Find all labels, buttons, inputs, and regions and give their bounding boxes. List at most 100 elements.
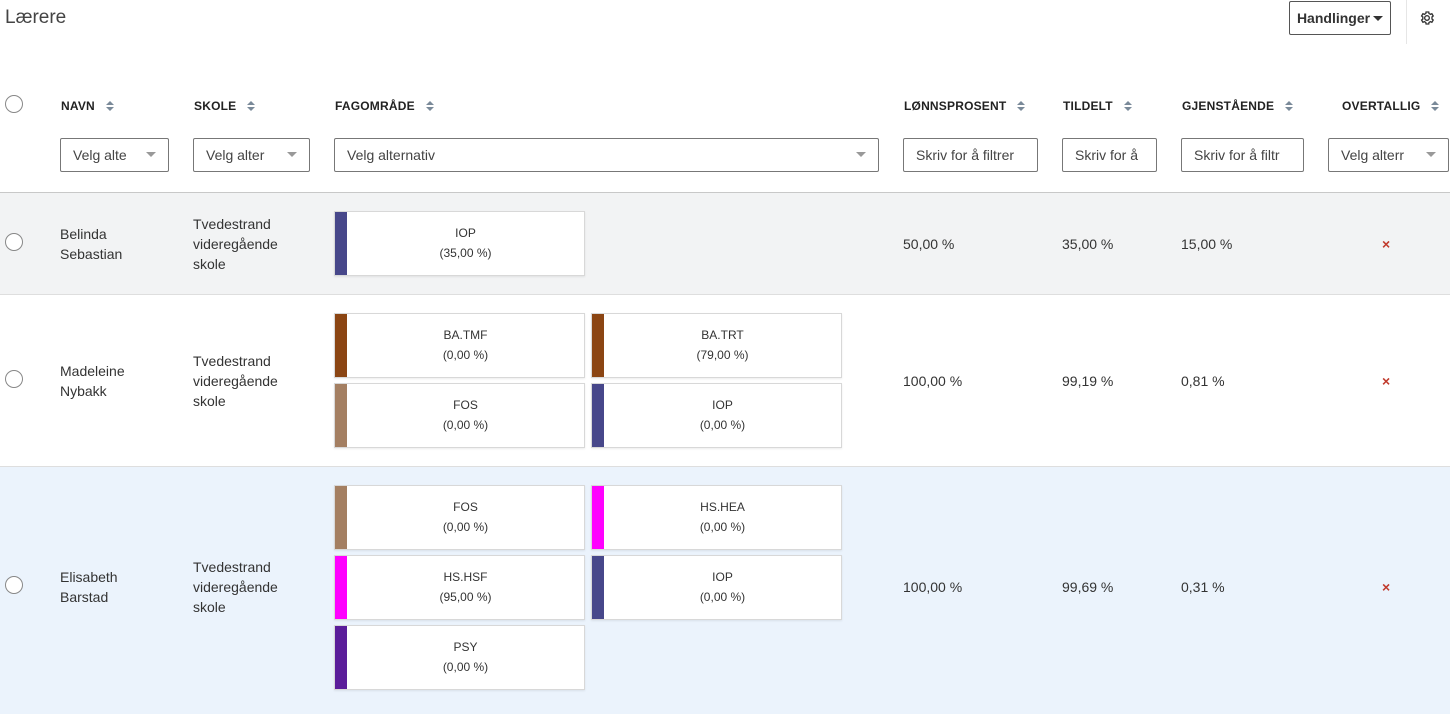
subject-chip-iop[interactable]: IOP (0,00 %) [591,555,842,620]
column-header-navn[interactable]: NAVN [61,99,114,113]
name-line: Barstad [60,589,109,605]
filter-gjenstaende-input[interactable] [1181,138,1304,172]
column-header-label: TILDELT [1063,99,1113,113]
sort-icon [1123,101,1132,111]
subject-percent: (0,00 %) [699,418,746,432]
sort-icon [247,101,256,111]
filter-navn-select[interactable]: Velg alte [60,138,169,172]
school-line: videregående [193,236,278,252]
subject-percent: (0,00 %) [442,520,489,534]
subject-color-bar [592,314,604,377]
chevron-down-icon [856,152,866,157]
actions-button-label: Handlinger [1296,10,1371,26]
name-line: Madeleine [60,363,125,379]
sort-icon [105,101,114,111]
subject-percent: (0,00 %) [699,590,746,604]
column-header-overtallig[interactable]: OVERTALLIG [1342,99,1440,113]
column-header-label: GJENSTÅENDE [1182,99,1275,113]
subject-color-bar [592,486,604,549]
school-line: skole [193,256,226,272]
page-title: Lærere [5,7,67,28]
table-row[interactable]: Belinda Sebastian Tvedestrand videregåen… [0,193,1450,295]
column-header-fagomrade[interactable]: FAGOMRÅDE [335,99,434,113]
filter-placeholder: Velg alterr [1341,147,1405,163]
subject-chip-iop[interactable]: IOP (0,00 %) [591,383,842,448]
overtallig-x-icon: × [1382,373,1391,389]
subject-code: PSY [453,640,478,654]
subject-code: IOP [712,398,733,412]
school-line: Tvedestrand [193,353,271,369]
chevron-down-icon [287,152,297,157]
subject-percent: (0,00 %) [442,660,489,674]
subject-code: BA.TMF [443,328,488,342]
sort-icon [1285,101,1294,111]
gjenstaende-value: 0,81 % [1181,373,1225,389]
lonnsprosent-value: 100,00 % [903,579,963,595]
name-line: Belinda [60,226,107,242]
column-header-skole[interactable]: SKOLE [194,99,256,113]
filter-overtallig-select[interactable]: Velg alterr [1328,138,1449,172]
name-line: Elisabeth [60,569,118,585]
row-checkbox[interactable] [5,370,23,388]
school-line: videregående [193,373,278,389]
toolbar-divider [1406,0,1407,44]
school-line: videregående [193,579,278,595]
chevron-down-icon [146,152,156,157]
column-header-label: FAGOMRÅDE [335,99,415,113]
subject-chip-ba-tmf[interactable]: BA.TMF (0,00 %) [334,313,585,378]
name-line: Nybakk [60,383,107,399]
table-row[interactable]: Elisabeth Barstad Tvedestrand videregåen… [0,467,1450,714]
subject-color-bar [335,626,347,689]
sort-icon [1431,101,1440,111]
subject-color-bar [335,556,347,619]
gjenstaende-value: 0,31 % [1181,579,1225,595]
teacher-name[interactable]: Madeleine Nybakk [60,361,125,401]
subject-code: IOP [455,226,476,240]
subject-chip-fos[interactable]: FOS (0,00 %) [334,485,585,550]
row-checkbox[interactable] [5,576,23,594]
subject-chip-hs-hsf[interactable]: HS.HSF (95,00 %) [334,555,585,620]
subject-code: HS.HEA [700,500,745,514]
column-header-gjenstaende[interactable]: GJENSTÅENDE [1182,99,1294,113]
column-header-label: OVERTALLIG [1342,99,1421,113]
filter-tildelt-input[interactable] [1062,138,1157,172]
subject-color-bar [592,556,604,619]
subject-chip-psy[interactable]: PSY (0,00 %) [334,625,585,690]
subject-color-bar [335,486,347,549]
teacher-name[interactable]: Belinda Sebastian [60,224,122,264]
subject-percent: (0,00 %) [699,520,746,534]
tildelt-value: 99,69 % [1062,579,1114,595]
tildelt-value: 35,00 % [1062,236,1114,252]
column-header-label: LØNNSPROSENT [904,99,1007,113]
subject-percent: (95,00 %) [439,590,492,604]
subject-code: BA.TRT [701,328,744,342]
filter-lonnsprosent-input[interactable] [903,138,1038,172]
subject-percent: (79,00 %) [696,348,749,362]
subject-chip-hs-hea[interactable]: HS.HEA (0,00 %) [591,485,842,550]
column-header-label: SKOLE [194,99,237,113]
filter-fagomrade-select[interactable]: Velg alternativ [334,138,879,172]
subject-color-bar [335,314,347,377]
subject-color-bar [592,384,604,447]
school-line: skole [193,599,226,615]
column-header-tildelt[interactable]: TILDELT [1063,99,1132,113]
column-header-lonnsprosent[interactable]: LØNNSPROSENT [904,99,1026,113]
actions-dropdown-button[interactable]: Handlinger [1289,1,1391,35]
row-checkbox[interactable] [5,233,23,251]
gear-icon [1420,11,1435,25]
select-all-checkbox[interactable] [5,95,23,113]
lonnsprosent-value: 50,00 % [903,236,955,252]
header-divider [0,192,1450,193]
subject-code: IOP [712,570,733,584]
teacher-name[interactable]: Elisabeth Barstad [60,567,118,607]
table-row[interactable]: Madeleine Nybakk Tvedestrand videregåend… [0,295,1450,467]
subject-chip-fos[interactable]: FOS (0,00 %) [334,383,585,448]
subject-color-bar [335,212,347,275]
subject-color-bar [335,384,347,447]
filter-skole-select[interactable]: Velg alter [193,138,310,172]
settings-button[interactable] [1416,7,1438,29]
subject-chip-ba-trt[interactable]: BA.TRT (79,00 %) [591,313,842,378]
filter-placeholder: Velg alter [206,147,265,163]
subject-chip-iop[interactable]: IOP (35,00 %) [334,211,585,276]
caret-down-icon [1373,15,1384,21]
